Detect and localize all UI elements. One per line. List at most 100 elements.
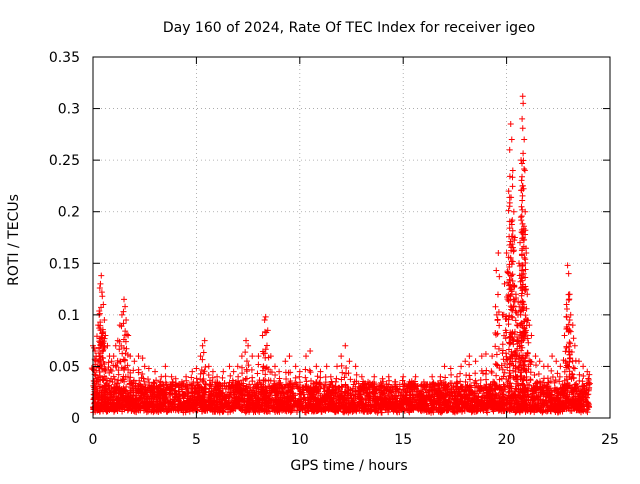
- data-point: [243, 338, 249, 344]
- data-point: [313, 363, 319, 369]
- data-point: [200, 343, 206, 349]
- data-point-cluster: [302, 375, 308, 381]
- data-point: [429, 374, 435, 380]
- data-point-cluster: [500, 341, 506, 347]
- data-point-cluster: [194, 375, 200, 381]
- data-point: [473, 358, 479, 364]
- data-point-cluster: [139, 371, 145, 377]
- data-point: [353, 363, 359, 369]
- data-point-cluster: [97, 311, 103, 317]
- data-point-cluster: [495, 317, 501, 323]
- data-point-cluster: [206, 372, 212, 378]
- data-point-cluster: [276, 375, 282, 381]
- data-point: [263, 314, 269, 320]
- data-point: [519, 116, 525, 122]
- data-point: [458, 363, 464, 369]
- data-point: [239, 353, 245, 359]
- data-point: [293, 363, 299, 369]
- data-point: [226, 363, 232, 369]
- data-point-cluster: [472, 370, 478, 376]
- data-point-cluster: [503, 350, 509, 356]
- data-point-cluster: [493, 373, 499, 379]
- data-point: [111, 353, 117, 359]
- data-point: [262, 317, 268, 323]
- data-point-cluster: [510, 183, 516, 189]
- data-point: [245, 343, 251, 349]
- data-point: [334, 363, 340, 369]
- data-point-cluster: [307, 368, 313, 374]
- data-point: [510, 167, 516, 173]
- data-point: [97, 281, 103, 287]
- data-point: [307, 348, 313, 354]
- data-point: [249, 353, 255, 359]
- data-point: [210, 369, 216, 375]
- data-point: [276, 369, 282, 375]
- data-point: [359, 374, 365, 380]
- data-point-cluster: [163, 373, 169, 379]
- data-point: [338, 353, 344, 359]
- data-point: [371, 374, 377, 380]
- data-points: [89, 93, 593, 416]
- data-point-cluster: [333, 376, 339, 382]
- data-point: [509, 137, 515, 143]
- data-point-cluster: [507, 173, 513, 179]
- data-point: [346, 358, 352, 364]
- data-point-cluster: [442, 374, 448, 380]
- data-point-cluster: [511, 247, 517, 253]
- data-point-cluster: [315, 373, 321, 379]
- data-point: [508, 121, 514, 127]
- data-point: [122, 304, 128, 310]
- data-point: [324, 363, 330, 369]
- data-point-cluster: [120, 309, 126, 315]
- data-point-cluster: [317, 375, 323, 381]
- data-point-cluster: [249, 375, 255, 381]
- data-point-cluster: [242, 349, 248, 355]
- data-point-cluster: [122, 358, 128, 364]
- data-point: [255, 353, 261, 359]
- data-point: [121, 296, 127, 302]
- data-point-cluster: [272, 372, 278, 378]
- data-point-cluster: [302, 366, 308, 372]
- data-point-cluster: [466, 372, 472, 378]
- data-point: [495, 250, 501, 256]
- data-point: [507, 147, 513, 153]
- data-point: [202, 338, 208, 344]
- data-point: [511, 209, 517, 215]
- data-point-cluster: [136, 367, 142, 373]
- data-point: [448, 365, 454, 371]
- data-point: [206, 363, 212, 369]
- data-point-cluster: [483, 377, 489, 383]
- data-point-cluster: [457, 371, 463, 377]
- data-point: [442, 363, 448, 369]
- data-point: [162, 363, 168, 369]
- data-point: [303, 353, 309, 359]
- data-point-cluster: [264, 342, 270, 348]
- data-point: [235, 363, 241, 369]
- data-point: [189, 369, 195, 375]
- data-point-cluster: [510, 174, 516, 180]
- data-point-cluster: [201, 350, 207, 356]
- data-point-cluster: [235, 374, 241, 380]
- data-point: [282, 358, 288, 364]
- data-point-cluster: [506, 208, 512, 214]
- data-point-cluster: [293, 375, 299, 381]
- data-point: [231, 369, 237, 375]
- data-point-cluster: [496, 274, 502, 280]
- data-point: [462, 358, 468, 364]
- data-point-cluster: [466, 362, 472, 368]
- data-point-cluster: [508, 194, 514, 200]
- data-point-cluster: [308, 369, 314, 375]
- data-point: [466, 353, 472, 359]
- data-point-cluster: [333, 379, 339, 385]
- data-point-cluster: [202, 364, 208, 370]
- data-point: [400, 374, 406, 380]
- data-point: [272, 363, 278, 369]
- data-point: [193, 365, 199, 371]
- data-point-cluster: [244, 358, 250, 364]
- data-point: [493, 268, 499, 274]
- data-point: [317, 369, 323, 375]
- data-point: [125, 332, 131, 338]
- data-point: [342, 343, 348, 349]
